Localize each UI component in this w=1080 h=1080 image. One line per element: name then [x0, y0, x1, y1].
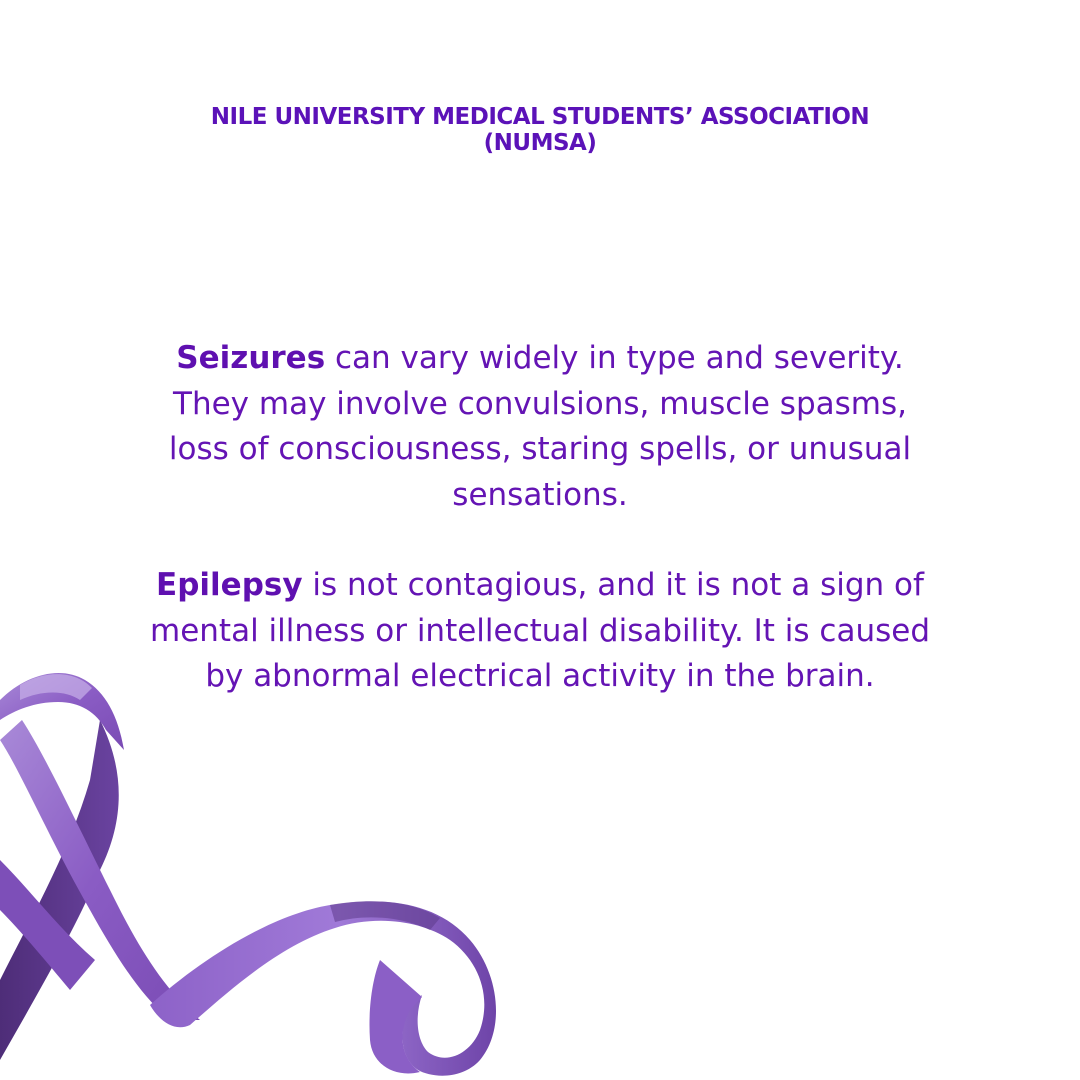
- seizures-text: can vary widely in type and severity. Th…: [168, 340, 912, 513]
- organization-name: NILE UNIVERSITY MEDICAL STUDENTS’ ASSOCI…: [210, 104, 870, 130]
- organization-title: NILE UNIVERSITY MEDICAL STUDENTS’ ASSOCI…: [0, 104, 1080, 156]
- epilepsy-text: is not contagious, and it is not a sign …: [150, 567, 931, 694]
- body-text: Seizures can vary widely in type and sev…: [150, 336, 930, 700]
- awareness-ribbon-icon: [0, 672, 497, 1076]
- epilepsy-paragraph: Epilepsy is not contagious, and it is no…: [150, 563, 930, 700]
- organization-acronym: (NUMSA): [483, 130, 597, 156]
- epilepsy-heading: Epilepsy: [156, 567, 303, 603]
- seizures-heading: Seizures: [176, 340, 326, 376]
- seizures-paragraph: Seizures can vary widely in type and sev…: [150, 336, 930, 518]
